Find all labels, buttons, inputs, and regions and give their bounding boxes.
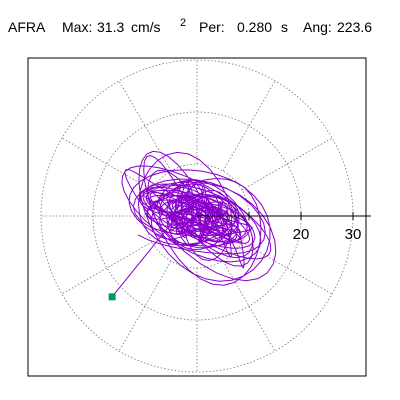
plot-frame <box>27 57 367 377</box>
trace-line <box>111 150 277 298</box>
marker-layer <box>108 293 116 301</box>
grid-spoke-60 <box>222 80 276 172</box>
per-label: Per: <box>199 19 225 35</box>
max-unit: cm/s <box>131 19 161 35</box>
radial-tick-label: 30 <box>345 226 362 243</box>
max-unit-exponent: 2 <box>180 17 186 29</box>
station-label: AFRA <box>8 19 46 35</box>
grid-spoke-210 <box>61 241 153 295</box>
grid-spoke-330 <box>241 241 333 295</box>
ang-label: Ang: <box>303 19 332 35</box>
radial-tick-label: 20 <box>293 226 310 243</box>
grid-spoke-30 <box>241 137 333 191</box>
per-value: 0.280 <box>237 19 272 35</box>
max-label: Max: <box>62 19 92 35</box>
trace-layer <box>111 150 277 298</box>
ang-value: 223.6 <box>337 19 372 35</box>
per-unit: s <box>281 19 288 35</box>
grid-spoke-150 <box>61 137 153 191</box>
radial-axis-group: 20 30 <box>197 212 371 243</box>
end-point-marker <box>108 293 116 301</box>
max-value: 31.3 <box>97 19 124 35</box>
chart-header: AFRA Max: 31.3 cm/s 2 Per: 0.280 s Ang: … <box>8 13 372 35</box>
